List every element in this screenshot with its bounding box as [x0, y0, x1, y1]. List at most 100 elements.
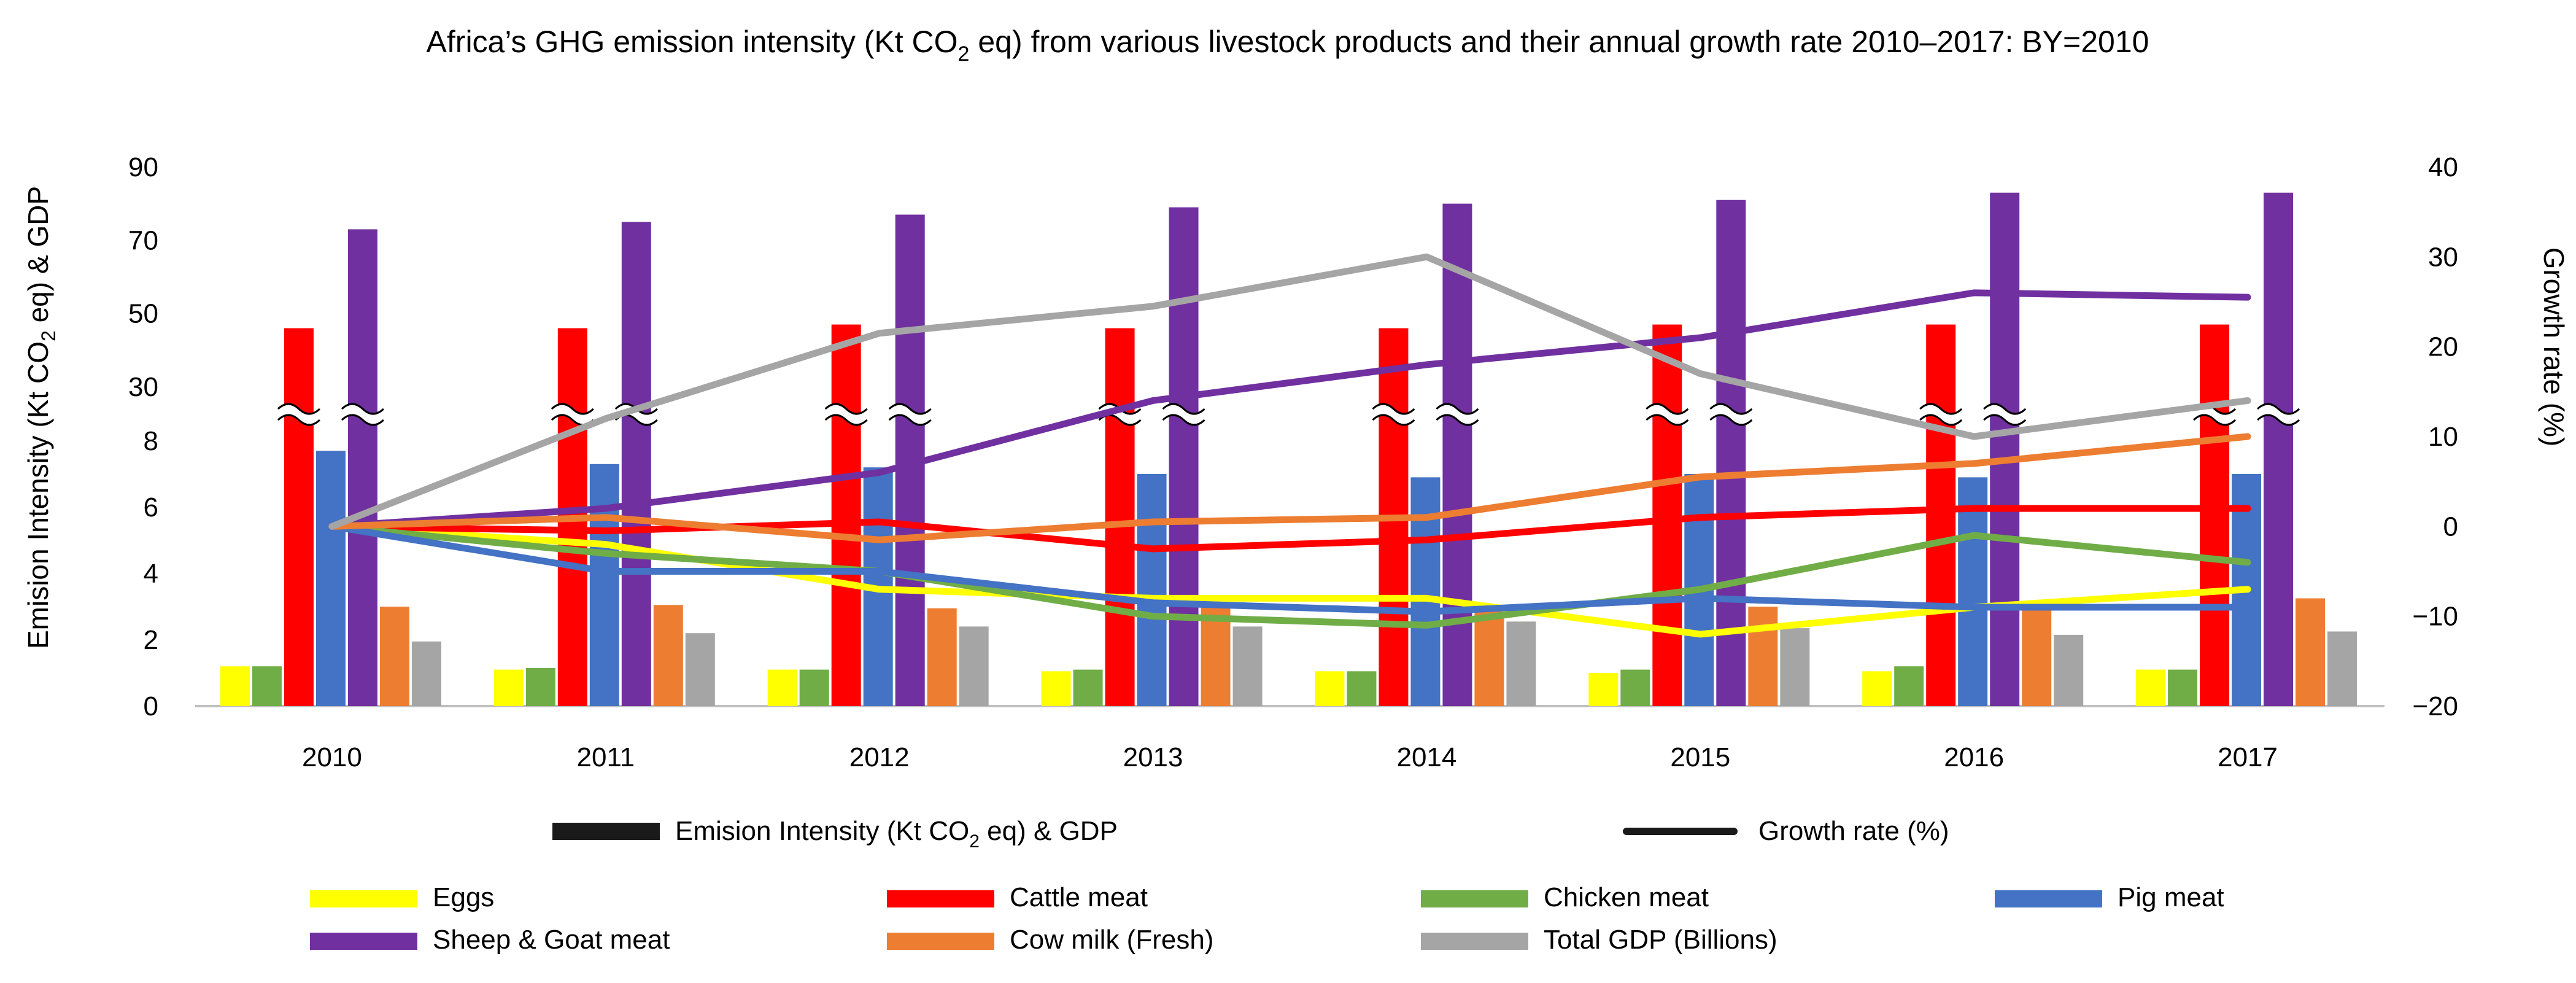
- left-tick-label: 70: [128, 225, 158, 255]
- bar-sheep-and-goat-meat-2011: [621, 222, 651, 706]
- legend-bar-label-part1: Emision Intensity (Kt CO: [675, 816, 969, 846]
- legend-swatch-total-gdp-billions: [1421, 933, 1528, 950]
- axis-break-line: [1983, 414, 2027, 426]
- legend-swatch-sheep-and-goat-meat: [310, 933, 417, 950]
- legend-line-label: Growth rate (%): [1758, 816, 1949, 846]
- bar-eggs-2014: [1315, 671, 1345, 706]
- bar-sheep-and-goat-meat-2017: [2264, 192, 2294, 706]
- x-tick-label: 2012: [849, 742, 910, 772]
- line-chicken-meat: [328, 523, 2251, 629]
- bar-cattle-meat-2015: [1652, 324, 1682, 706]
- right-tick-label: 20: [2428, 332, 2458, 362]
- axis-break-line: [277, 414, 320, 426]
- axis-break-line: [824, 414, 868, 426]
- x-tick-label: 2013: [1123, 742, 1183, 772]
- legend-label-chicken-meat: Chicken meat: [1544, 882, 1709, 912]
- bar-cattle-meat-2017: [2200, 324, 2230, 706]
- axis-break-line: [1709, 403, 1753, 415]
- axis-break-mark: [277, 404, 320, 425]
- bar-pig-meat-2013: [1137, 474, 1167, 706]
- x-tick-label: 2015: [1670, 742, 1730, 772]
- bar-chicken-meat-2015: [1620, 669, 1650, 706]
- bar-eggs-2017: [2136, 669, 2166, 706]
- right-tick-label: −10: [2412, 602, 2458, 632]
- bar-total-gdp-billions-2015: [1780, 628, 1810, 706]
- bar-cattle-meat-2016: [1926, 324, 1956, 706]
- axis-break-line: [888, 403, 932, 415]
- axis-break-line: [1709, 414, 1753, 426]
- axis-break-mark: [1984, 404, 2026, 425]
- axis-break-mark: [551, 404, 594, 425]
- bar-cattle-meat-2013: [1105, 328, 1135, 706]
- axis-break-line: [2257, 403, 2300, 415]
- bar-sheep-and-goat-meat-2010: [347, 229, 377, 706]
- bar-eggs-2011: [493, 669, 524, 706]
- bar-pig-meat-2016: [1958, 477, 1988, 706]
- bar-total-gdp-billions-2010: [411, 641, 441, 706]
- axis-break-line: [1372, 403, 1415, 415]
- x-tick-label: 2011: [577, 742, 635, 772]
- legend-label-cattle-meat: Cattle meat: [1010, 882, 1148, 912]
- bar-pig-meat-2014: [1410, 477, 1441, 706]
- legend-swatch-pig-meat: [1995, 890, 2102, 907]
- legend-bar-label-sub: 2: [969, 831, 980, 852]
- bar-sheep-and-goat-meat-2015: [1716, 200, 1746, 706]
- legend-swatch-cattle-meat: [887, 890, 994, 907]
- bar-cow-milk-fresh-2017: [2296, 598, 2326, 706]
- right-tick-label: 40: [2428, 152, 2458, 182]
- bar-total-gdp-billions-2017: [2327, 631, 2357, 706]
- legend-label-sheep-and-goat-meat: Sheep & Goat meat: [433, 925, 670, 955]
- legend-bar-swatch: [552, 823, 660, 840]
- legend-swatch-cow-milk-fresh: [887, 933, 994, 950]
- bar-chicken-meat-2011: [525, 667, 555, 706]
- left-tick-label: 8: [144, 426, 158, 456]
- axis-break-line: [1983, 403, 2027, 415]
- line-cattle-meat: [328, 505, 2251, 553]
- bar-cattle-meat-2010: [284, 328, 314, 706]
- axis-break-line: [824, 403, 868, 415]
- bar-chicken-meat-2017: [2168, 669, 2198, 706]
- bar-sheep-and-goat-meat-2016: [1990, 192, 2020, 706]
- left-tick-label: 0: [144, 691, 158, 721]
- bar-cow-milk-fresh-2015: [1748, 607, 1778, 706]
- bar-total-gdp-billions-2016: [2054, 634, 2084, 706]
- right-axis-label: Growth rate (%): [2538, 247, 2570, 447]
- x-tick-label: 2014: [1396, 742, 1456, 772]
- bar-cow-milk-fresh-2010: [379, 607, 409, 706]
- left-tick-label: 4: [144, 559, 158, 589]
- axis-break-line: [341, 414, 384, 426]
- bar-pig-meat-2010: [315, 451, 346, 706]
- x-tick-label: 2016: [1944, 742, 2004, 772]
- bar-cow-milk-fresh-2012: [927, 608, 957, 706]
- bar-eggs-2013: [1041, 671, 1071, 706]
- bar-eggs-2016: [1862, 671, 1892, 706]
- left-tick-label: 2: [144, 625, 158, 655]
- bar-total-gdp-billions-2012: [959, 626, 989, 706]
- bar-cow-milk-fresh-2016: [2022, 607, 2052, 706]
- axis-break-line: [1646, 403, 1689, 415]
- axis-break-line: [551, 403, 594, 415]
- bar-cattle-meat-2012: [831, 324, 861, 706]
- legend-swatch-eggs: [310, 890, 417, 907]
- axis-break-mark: [341, 404, 384, 425]
- left-axis-label: Emision Intensity (Kt CO2 eq) & GDP: [22, 186, 60, 649]
- bar-eggs-2010: [220, 666, 250, 706]
- right-tick-label: 0: [2443, 511, 2458, 542]
- axis-break-mark: [1162, 404, 1205, 425]
- bar-eggs-2012: [767, 669, 797, 706]
- axis-break-line: [1162, 403, 1205, 415]
- legend-bar-label-part2: eq) & GDP: [980, 816, 1118, 846]
- legend-swatch-chicken-meat: [1421, 890, 1528, 907]
- bar-chicken-meat-2014: [1347, 671, 1377, 706]
- axis-break-mark: [1920, 404, 1962, 425]
- legend-label-total-gdp-billions: Total GDP (Billions): [1544, 925, 1777, 955]
- axis-break-line: [2257, 414, 2300, 426]
- axis-break-line: [1162, 414, 1205, 426]
- bar-chicken-meat-2016: [1894, 666, 1924, 706]
- chart-title: Africa’s GHG emission intensity (Kt CO2 …: [427, 25, 2149, 66]
- axis-break-line: [2193, 414, 2237, 426]
- axis-break-mark: [1710, 404, 1752, 425]
- line-cow-milk-fresh: [328, 433, 2251, 543]
- left-tick-label: 90: [128, 152, 158, 182]
- bar-chicken-meat-2010: [252, 666, 282, 706]
